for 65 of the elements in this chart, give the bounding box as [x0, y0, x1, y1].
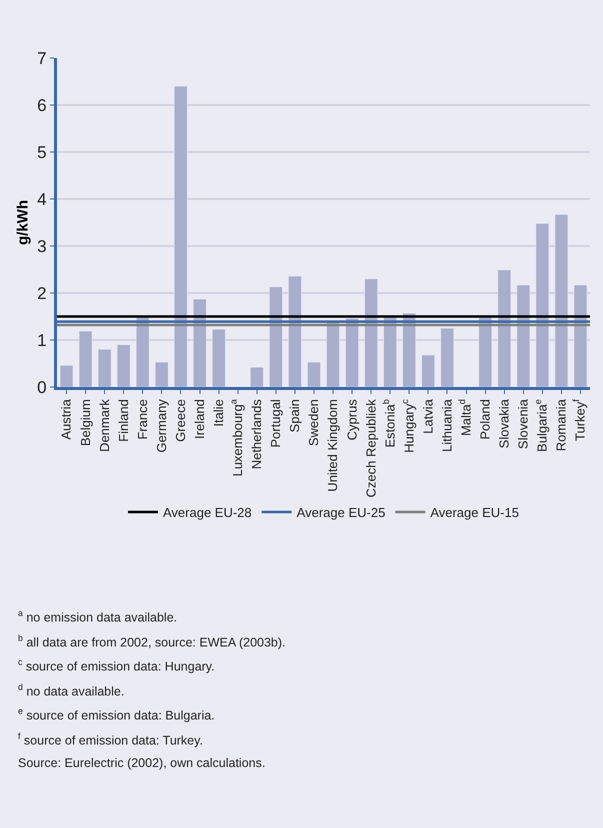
x-tick-label: Spain [287, 399, 302, 432]
x-tick-label: Poland [478, 399, 493, 440]
x-tick-label: Greece [172, 399, 188, 442]
x-tick-label: Italie [211, 399, 226, 427]
bar [174, 86, 188, 387]
bar [574, 284, 588, 387]
x-tick-label: Slovenia [516, 398, 531, 450]
legend-label: Average EU-28 [163, 505, 252, 520]
x-tick-label: Sweden [306, 399, 322, 446]
text: $^{a}$ no emission data available. [18, 608, 178, 624]
bar [326, 320, 340, 387]
x-tick-label: Slovakia [496, 398, 512, 448]
x-tick-label: France [134, 399, 150, 440]
text: $^{d}$ no data available. [18, 682, 124, 698]
text: $^{b}$ all data are from 2002, source: EWEA (2003b). [18, 633, 286, 650]
y-tick-label: 7 [37, 48, 47, 68]
bar [250, 367, 264, 387]
y-tick-label: 1 [37, 330, 47, 350]
text: $^{c}$ source of emission data: Hungary. [18, 657, 215, 674]
x-tick-label: Denmark [96, 398, 112, 452]
bar [364, 278, 378, 387]
bar [345, 318, 359, 387]
bar [402, 312, 416, 387]
bar [554, 214, 568, 387]
x-tick-label: Romania [554, 398, 569, 452]
bar [60, 365, 74, 387]
x-tick-label: United Kingdom [325, 399, 340, 492]
bar [212, 328, 226, 387]
y-tick-label: 5 [37, 142, 47, 162]
y-tick-label: 4 [37, 190, 47, 209]
text: $^{e}$ source of emission data: Bulgaria. [18, 706, 215, 722]
x-tick-label: Ireland [192, 399, 207, 439]
bar [193, 298, 206, 387]
bar [516, 284, 530, 387]
x-tick-label: Netherlands [249, 398, 264, 470]
bar [116, 344, 130, 387]
bar [478, 317, 492, 387]
y-tick-label: 2 [37, 284, 47, 303]
legend-label: Average EU-25 [296, 505, 386, 520]
bar [498, 270, 512, 387]
bar [78, 330, 92, 387]
x-tick-label: Germany [154, 398, 169, 453]
x-tick-label: Latvia [420, 398, 436, 434]
legend-label: Average EU-15 [430, 505, 519, 520]
y-tick-label: 6 [37, 96, 47, 115]
x-tick-label: Portugal [268, 399, 284, 448]
bar [440, 328, 454, 387]
x-tick-label: Czech Republiek [363, 398, 378, 498]
text: $^{f}$ source of emission data: Turkey. [18, 731, 203, 748]
bar [421, 354, 435, 387]
y-tick-label: 0 [37, 378, 47, 397]
bar [269, 286, 283, 387]
x-tick-label: Belgium [78, 399, 93, 446]
x-tick-label: Lithuania [439, 398, 454, 452]
bar [154, 362, 168, 387]
x-tick-label: Cyprus [344, 398, 360, 440]
bar [307, 362, 321, 387]
y-tick-label: 3 [37, 236, 47, 256]
y-axis-title: g/kWh [14, 200, 32, 245]
x-tick-label: Finland [116, 399, 131, 442]
bar [288, 276, 302, 387]
source-note: Source: Eurelectric (2002), own calculations. [18, 756, 266, 770]
x-tick-label: Austria [58, 398, 74, 440]
bar [98, 349, 112, 387]
bar [536, 223, 550, 387]
